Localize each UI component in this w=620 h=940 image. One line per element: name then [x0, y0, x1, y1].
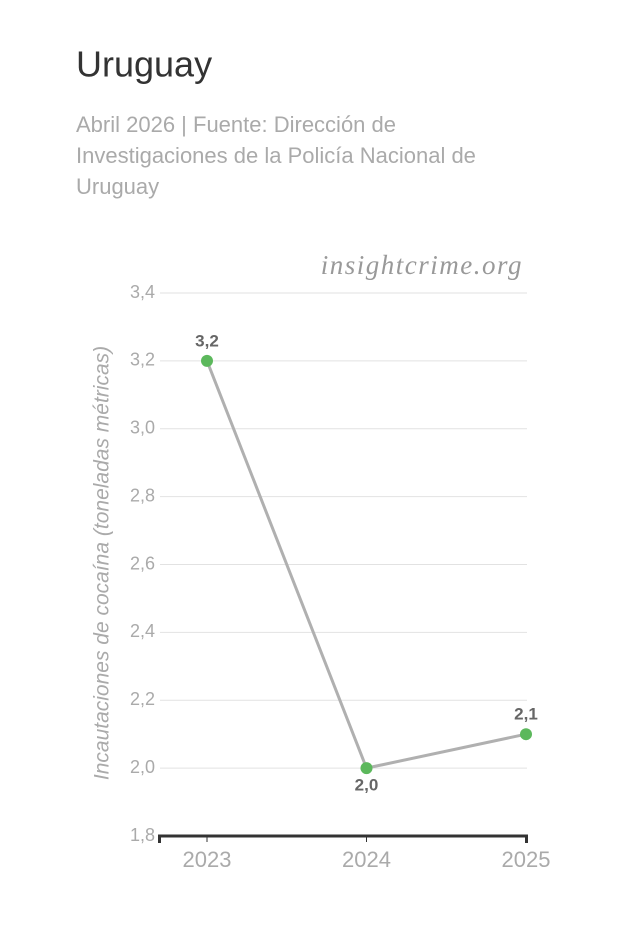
subtitle: Investigaciones de la Policía Nacional d… — [76, 143, 476, 168]
y-tick-label: 2,2 — [130, 689, 155, 709]
subtitle: Abril 2026 | Fuente: Dirección de — [76, 112, 396, 137]
y-tick-label: 2,0 — [130, 757, 155, 777]
x-tick-label: 2024 — [342, 847, 391, 872]
value-label: 2,0 — [355, 776, 379, 795]
x-tick-label: 2025 — [502, 847, 551, 872]
point — [520, 728, 532, 741]
chart-title: Uruguay — [76, 44, 212, 85]
y-tick-label: 2,8 — [130, 485, 155, 505]
y-tick-label: 2,4 — [130, 621, 155, 641]
point — [201, 354, 213, 367]
y-tick-label: 2,6 — [130, 553, 155, 573]
point — [360, 762, 373, 775]
y-tick-label: 3,4 — [130, 282, 155, 302]
subtitle: Uruguay — [76, 174, 159, 199]
y-tick-label: 1,8 — [130, 825, 155, 845]
value-label: 2,1 — [514, 705, 538, 724]
y-axis-label: Incautaciones de cocaína (toneladas métr… — [91, 346, 114, 780]
y-tick-label: 3,0 — [130, 418, 155, 438]
value-label: 3,2 — [195, 331, 219, 350]
y-tick-label: 3,2 — [130, 350, 155, 370]
watermark: insightcrime.org — [321, 250, 523, 280]
x-tick-label: 2023 — [183, 847, 232, 872]
